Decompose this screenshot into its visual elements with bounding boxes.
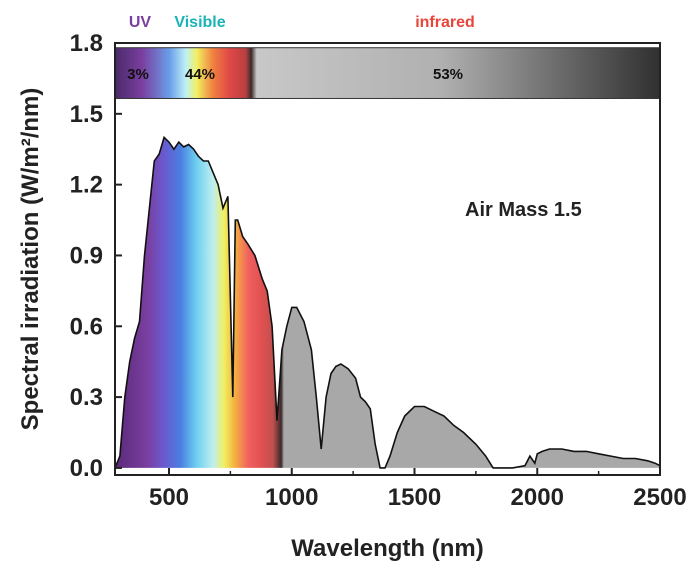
y-tick-label: 0.3 — [70, 384, 103, 411]
y-tick-label: 1.5 — [70, 101, 103, 128]
y-tick-label: 0.9 — [70, 242, 103, 269]
band-label-visible: Visible — [174, 14, 225, 31]
band-label-infrared: infrared — [415, 14, 475, 31]
y-tick-label: 1.8 — [70, 30, 103, 57]
band-share-uv: 3% — [127, 66, 149, 83]
irradiance-area — [115, 137, 660, 468]
y-axis-title: Spectral irradiation (W/m²/nm) — [17, 88, 44, 431]
y-tick-label: 0.0 — [70, 455, 103, 482]
band-share-infrared: 53% — [433, 66, 463, 83]
x-tick-label: 2000 — [511, 484, 564, 511]
band-label-uv: UV — [129, 14, 152, 31]
x-tick-label: 1000 — [265, 484, 318, 511]
x-tick-label: 2500 — [633, 484, 686, 511]
y-tick-label: 0.6 — [70, 313, 103, 340]
x-tick-label: 1500 — [388, 484, 441, 511]
band-share-visible: 44% — [185, 66, 215, 83]
x-tick-label: 500 — [149, 484, 189, 511]
y-tick-label: 1.2 — [70, 172, 103, 199]
x-axis-title: Wavelength (nm) — [291, 535, 483, 562]
air-mass-annotation: Air Mass 1.5 — [465, 199, 582, 221]
